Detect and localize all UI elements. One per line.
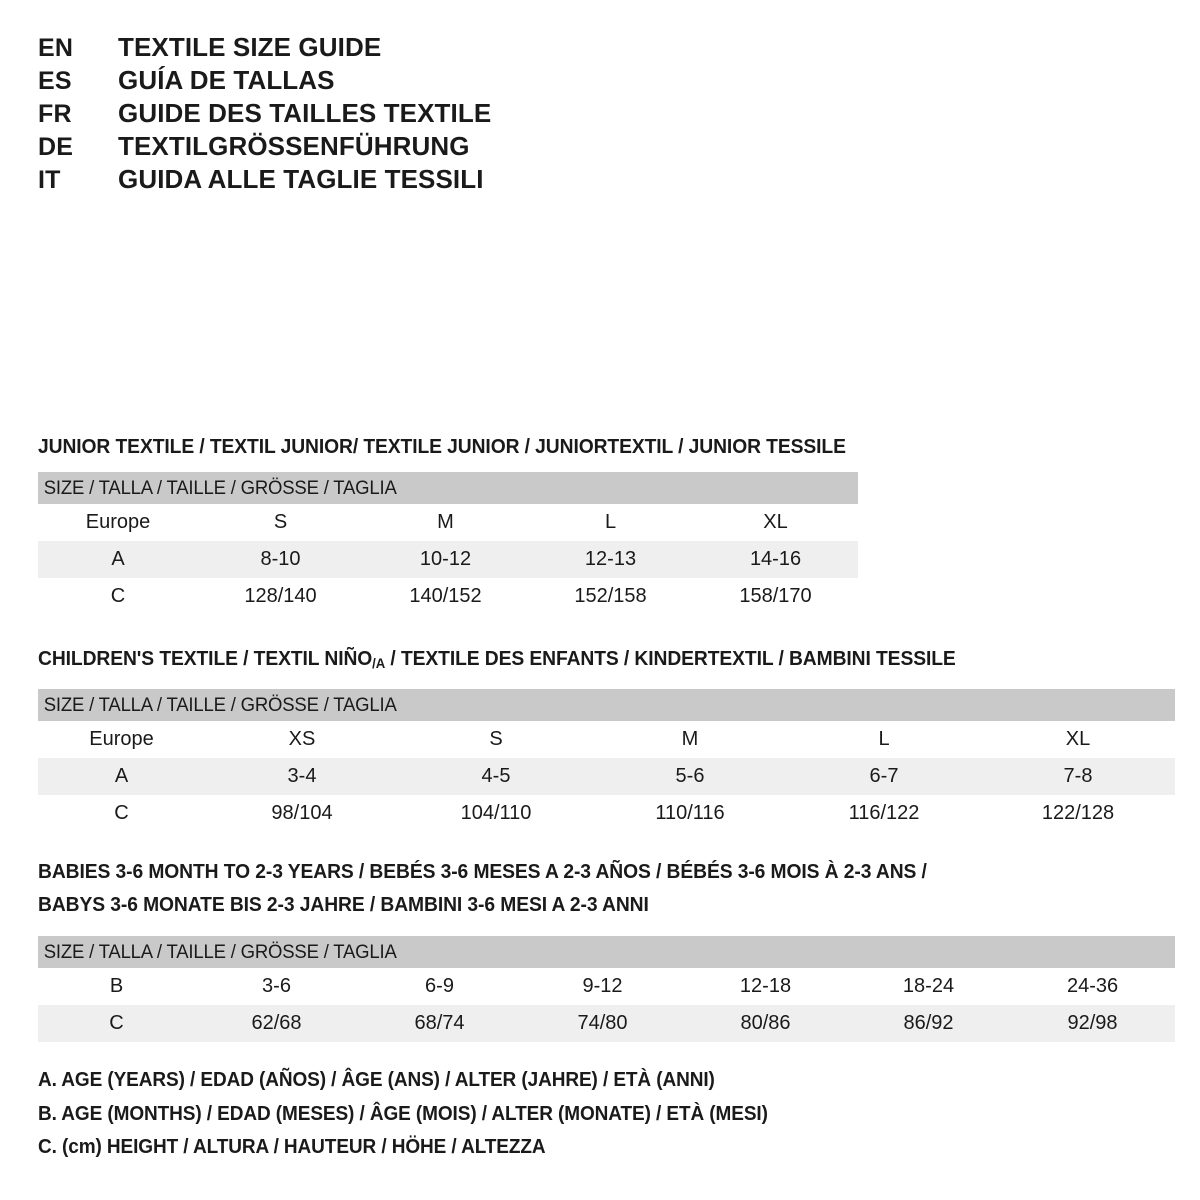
junior-age-s: 8-10 — [198, 541, 363, 578]
language-title-fr: GUIDE DES TAILLES TEXTILE — [118, 98, 492, 128]
junior-size-xl: XL — [693, 504, 859, 541]
babies-table-band-row: SIZE / TALLA / TAILLE / GRÖSSE / TAGLIA — [38, 936, 1176, 968]
legend-block: A. AGE (YEARS) / EDAD (AÑOS) / ÂGE (ANS)… — [38, 1064, 1138, 1165]
children-size-xs: XS — [205, 721, 399, 759]
children-height-xs: 98/104 — [205, 795, 399, 833]
children-band-text: SIZE / TALLA / TAILLE / GRÖSSE / TAGLIA — [43, 693, 397, 716]
legend-line-b: B. AGE (MONTHS) / EDAD (MESES) / ÂGE (MO… — [38, 1102, 768, 1125]
babies-row-label-b: B — [38, 968, 195, 1005]
height-illustration: C — [900, 0, 1190, 440]
table-row: C 62/68 68/74 74/80 80/86 86/92 92/98 — [38, 1005, 1176, 1042]
children-size-m: M — [593, 721, 787, 759]
junior-band-label: SIZE / TALLA / TAILLE / GRÖSSE / TAGLIA — [38, 472, 859, 504]
children-size-table: SIZE / TALLA / TAILLE / GRÖSSE / TAGLIA … — [38, 689, 1175, 833]
language-title-es: GUÍA DE TALLAS — [118, 65, 335, 95]
children-row-label-europe: Europe — [38, 721, 205, 759]
language-row-fr: FR GUIDE DES TAILLES TEXTILE — [38, 98, 598, 131]
children-size-l: L — [787, 721, 981, 759]
children-height-xl: 122/128 — [981, 795, 1175, 833]
junior-table-band-row: SIZE / TALLA / TAILLE / GRÖSSE / TAGLIA — [38, 472, 859, 504]
babies-height-6: 92/98 — [1010, 1005, 1176, 1042]
junior-height-m: 140/152 — [363, 578, 528, 615]
section-children-textile: CHILDREN'S TEXTILE / TEXTIL NIÑO/A / TEX… — [38, 642, 1175, 833]
children-height-m: 110/116 — [593, 795, 787, 833]
table-row: A 8-10 10-12 12-13 14-16 — [38, 541, 859, 578]
section-junior-textile: JUNIOR TEXTILE / TEXTIL JUNIOR/ TEXTILE … — [38, 430, 897, 615]
junior-row-label-europe: Europe — [38, 504, 198, 541]
language-title-it: GUIDA ALLE TAGLIE TESSILI — [118, 164, 484, 194]
babies-height-1: 62/68 — [195, 1005, 358, 1042]
babies-height-5: 86/92 — [847, 1005, 1010, 1042]
children-height-s: 104/110 — [399, 795, 593, 833]
section-babies-textile: BABIES 3-6 MONTH TO 2-3 YEARS / BEBÉS 3-… — [38, 855, 1176, 1042]
language-code-de: DE — [38, 133, 74, 161]
children-size-xl: XL — [981, 721, 1175, 759]
babies-months-4: 12-18 — [684, 968, 847, 1005]
babies-height-4: 80/86 — [684, 1005, 847, 1042]
children-title-part1: CHILDREN'S TEXTILE / TEXTIL NIÑO — [38, 647, 373, 670]
language-code-fr: FR — [38, 100, 72, 128]
babies-months-5: 18-24 — [847, 968, 1010, 1005]
table-row: C 98/104 104/110 110/116 116/122 122/128 — [38, 795, 1175, 833]
children-title-part2: / TEXTILE DES ENFANTS / KINDERTEXTIL / B… — [385, 647, 956, 670]
babies-months-6: 24-36 — [1010, 968, 1176, 1005]
legend-line-a: A. AGE (YEARS) / EDAD (AÑOS) / ÂGE (ANS)… — [38, 1069, 715, 1091]
children-size-s: S — [399, 721, 593, 759]
babies-height-2: 68/74 — [358, 1005, 521, 1042]
babies-months-2: 6-9 — [358, 968, 521, 1005]
junior-height-xl: 158/170 — [693, 578, 859, 615]
children-title-subscript: /A — [372, 655, 386, 672]
babies-band-text: SIZE / TALLA / TAILLE / GRÖSSE / TAGLIA — [43, 940, 397, 963]
children-row-label-c: C — [38, 795, 205, 833]
language-code-es: ES — [38, 67, 72, 95]
language-title-de: TEXTILGRÖSSENFÜHRUNG — [118, 131, 470, 161]
children-age-l: 6-7 — [787, 758, 981, 796]
children-age-m: 5-6 — [593, 758, 787, 796]
language-row-en: EN TEXTILE SIZE GUIDE — [38, 32, 598, 65]
babies-band-label: SIZE / TALLA / TAILLE / GRÖSSE / TAGLIA — [38, 936, 1176, 968]
language-row-de: DE TEXTILGRÖSSENFÜHRUNG — [38, 131, 598, 164]
section-title-babies-line2: BABYS 3-6 MONATE BIS 2-3 JAHRE / BAMBINI… — [38, 893, 649, 916]
babies-size-table: SIZE / TALLA / TAILLE / GRÖSSE / TAGLIA … — [38, 936, 1176, 1042]
table-row: Europe S M L XL — [38, 504, 859, 541]
junior-size-m: M — [363, 504, 528, 541]
babies-height-3: 74/80 — [521, 1005, 684, 1042]
section-title-children: CHILDREN'S TEXTILE / TEXTIL NIÑO/A / TEX… — [38, 642, 1107, 680]
junior-height-s: 128/140 — [198, 578, 363, 615]
junior-age-l: 12-13 — [528, 541, 693, 578]
legend-line-c: C. (cm) HEIGHT / ALTURA / HAUTEUR / HÖHE… — [38, 1136, 546, 1158]
junior-row-label-a: A — [38, 541, 198, 578]
junior-size-s: S — [198, 504, 363, 541]
table-row: Europe XS S M L XL — [38, 721, 1175, 759]
junior-size-table: SIZE / TALLA / TAILLE / GRÖSSE / TAGLIA … — [38, 472, 859, 615]
table-row: B 3-6 6-9 9-12 12-18 18-24 24-36 — [38, 968, 1176, 1005]
children-table-band-row: SIZE / TALLA / TAILLE / GRÖSSE / TAGLIA — [38, 689, 1175, 722]
children-height-l: 116/122 — [787, 795, 981, 833]
children-age-s: 4-5 — [399, 758, 593, 796]
babies-months-1: 3-6 — [195, 968, 358, 1005]
section-title-babies-line1: BABIES 3-6 MONTH TO 2-3 YEARS / BEBÉS 3-… — [38, 860, 927, 883]
children-band-label: SIZE / TALLA / TAILLE / GRÖSSE / TAGLIA — [38, 689, 1175, 722]
junior-row-label-c: C — [38, 578, 198, 615]
junior-age-m: 10-12 — [363, 541, 528, 578]
table-row: C 128/140 140/152 152/158 158/170 — [38, 578, 859, 615]
language-code-it: IT — [38, 166, 61, 194]
babies-months-3: 9-12 — [521, 968, 684, 1005]
section-title-junior: JUNIOR TEXTILE / TEXTIL JUNIOR/ TEXTILE … — [38, 435, 846, 458]
language-row-es: ES GUÍA DE TALLAS — [38, 65, 598, 98]
children-age-xl: 7-8 — [981, 758, 1175, 796]
language-row-it: IT GUIDA ALLE TAGLIE TESSILI — [38, 164, 598, 197]
language-title-en: TEXTILE SIZE GUIDE — [118, 32, 382, 62]
babies-row-label-c: C — [38, 1005, 195, 1042]
junior-height-l: 152/158 — [528, 578, 693, 615]
children-age-xs: 3-4 — [205, 758, 399, 796]
junior-band-text: SIZE / TALLA / TAILLE / GRÖSSE / TAGLIA — [43, 476, 397, 499]
language-code-en: EN — [38, 34, 74, 62]
table-row: A 3-4 4-5 5-6 6-7 7-8 — [38, 758, 1175, 796]
junior-size-l: L — [528, 504, 693, 541]
children-row-label-a: A — [38, 758, 205, 796]
junior-age-xl: 14-16 — [693, 541, 859, 578]
language-header-block: EN TEXTILE SIZE GUIDE ES GUÍA DE TALLAS … — [38, 32, 598, 197]
